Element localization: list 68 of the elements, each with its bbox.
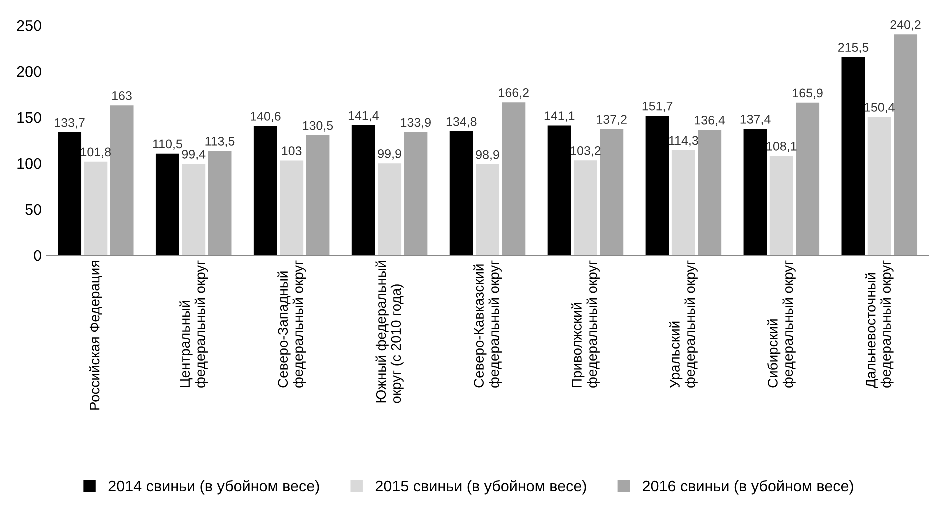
data-label: 136,4 <box>695 116 726 126</box>
data-label: 99,9 <box>378 150 402 160</box>
x-tick-label: Северо-Западный федеральный округ <box>278 260 306 388</box>
data-label: 103 <box>282 146 302 156</box>
bar <box>306 135 330 256</box>
bar <box>770 156 794 256</box>
data-label: 140,6 <box>251 112 281 122</box>
y-tick-label: 0 <box>34 250 42 262</box>
data-label: 215,5 <box>838 43 869 54</box>
bar <box>208 151 232 256</box>
data-label: 163 <box>112 91 132 100</box>
y-tick-label: 200 <box>17 66 42 78</box>
bar <box>502 102 526 256</box>
x-tick-label: Российская Федерация <box>89 261 102 410</box>
bar <box>476 164 500 256</box>
data-label: 133,7 <box>55 118 85 129</box>
y-tick-label: 150 <box>18 112 42 124</box>
data-label: 165,9 <box>793 88 823 100</box>
data-label: 133,9 <box>401 118 431 129</box>
data-label: 130,5 <box>303 121 334 132</box>
bar <box>58 132 82 256</box>
legend-label: 2016 свиньи (в убойном весе) <box>643 480 854 495</box>
y-tick-label: 100 <box>18 158 42 170</box>
bar <box>404 132 428 256</box>
bar <box>894 34 918 256</box>
data-label: 141,4 <box>348 111 379 122</box>
x-tick-label: Сибирский федеральный округ <box>767 260 796 388</box>
bar <box>646 116 670 256</box>
bar <box>796 102 820 256</box>
data-label: 110,5 <box>154 140 182 150</box>
data-label: 99,4 <box>182 150 206 160</box>
bar <box>280 160 304 256</box>
data-label: 166,2 <box>499 88 529 99</box>
data-label: 114,3 <box>669 136 698 147</box>
bar <box>182 164 206 256</box>
bar <box>110 106 134 256</box>
bar <box>254 126 278 256</box>
bar <box>744 129 768 256</box>
bar <box>450 132 474 256</box>
bar <box>156 154 180 256</box>
data-label: 137,4 <box>740 115 771 126</box>
bar <box>868 117 892 256</box>
bar <box>698 130 722 256</box>
bar <box>672 150 696 256</box>
data-label: 134,8 <box>446 117 477 128</box>
data-label: 113,5 <box>206 137 235 148</box>
data-label: 240,2 <box>890 20 921 31</box>
data-label: 151,7 <box>642 102 673 112</box>
x-tick-label: Дальневосточный федеральный округ <box>865 260 894 388</box>
bar <box>548 126 572 256</box>
data-label: 137,2 <box>597 115 627 126</box>
legend-label: 2015 свиньи (в убойном весе) <box>376 480 586 495</box>
bar <box>378 164 402 256</box>
legend-label: 2014 свиньи (в убойном весе) <box>108 480 320 495</box>
data-label: 141,1 <box>544 112 575 122</box>
y-tick-label: 50 <box>26 204 42 216</box>
bar <box>84 162 108 256</box>
bar <box>842 57 866 256</box>
bar <box>574 160 598 256</box>
data-label: 98,9 <box>476 150 500 161</box>
bar <box>352 125 376 256</box>
x-tick-label: Центральный федеральный округ <box>180 260 208 388</box>
bar <box>600 129 624 256</box>
x-tick-label: Приволжский федеральный округ <box>572 260 600 388</box>
x-tick-label: Уральский федеральный округ <box>669 260 698 388</box>
x-tick-label: Южный федеральный округ (с 2010 года) <box>376 261 404 404</box>
y-tick-label: 250 <box>17 20 42 32</box>
x-tick-label: Северо-Кавказский федеральный округ <box>474 260 502 388</box>
